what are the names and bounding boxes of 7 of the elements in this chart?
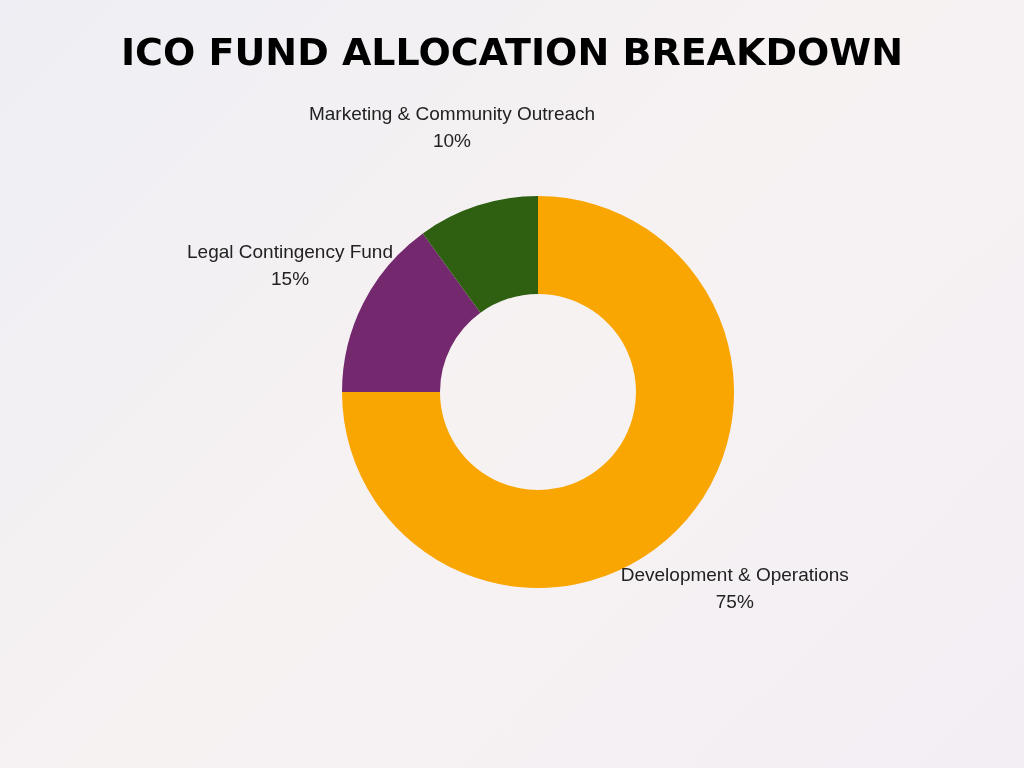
slice-label: Legal Contingency Fund [187,240,394,262]
chart-title: ICO FUND ALLOCATION BREAKDOWN [119,30,905,74]
data-label: 75% [715,591,754,613]
data-label: 15% [271,267,310,289]
slice-label: Development & Operations [620,564,849,586]
slice-label: Marketing & Community Outreach [308,102,596,124]
data-label: 10% [432,129,472,151]
